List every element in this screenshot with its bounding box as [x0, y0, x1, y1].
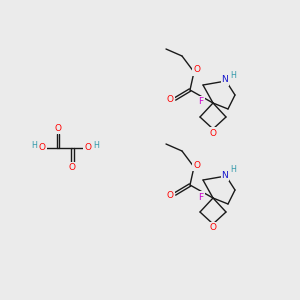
Text: H: H	[31, 140, 37, 149]
Text: H: H	[93, 140, 99, 149]
Text: H: H	[230, 70, 236, 80]
Text: O: O	[194, 65, 200, 74]
Text: O: O	[69, 163, 76, 172]
Text: H: H	[230, 166, 236, 175]
Text: N: N	[222, 170, 228, 179]
Text: O: O	[209, 128, 217, 137]
Text: F: F	[198, 193, 204, 202]
Text: O: O	[194, 160, 200, 169]
Text: O: O	[167, 190, 173, 200]
Text: N: N	[222, 76, 228, 85]
Text: O: O	[209, 224, 217, 232]
Text: F: F	[198, 98, 204, 106]
Text: O: O	[39, 143, 46, 152]
Text: O: O	[167, 95, 173, 104]
Text: O: O	[84, 143, 91, 152]
Text: O: O	[54, 124, 61, 133]
